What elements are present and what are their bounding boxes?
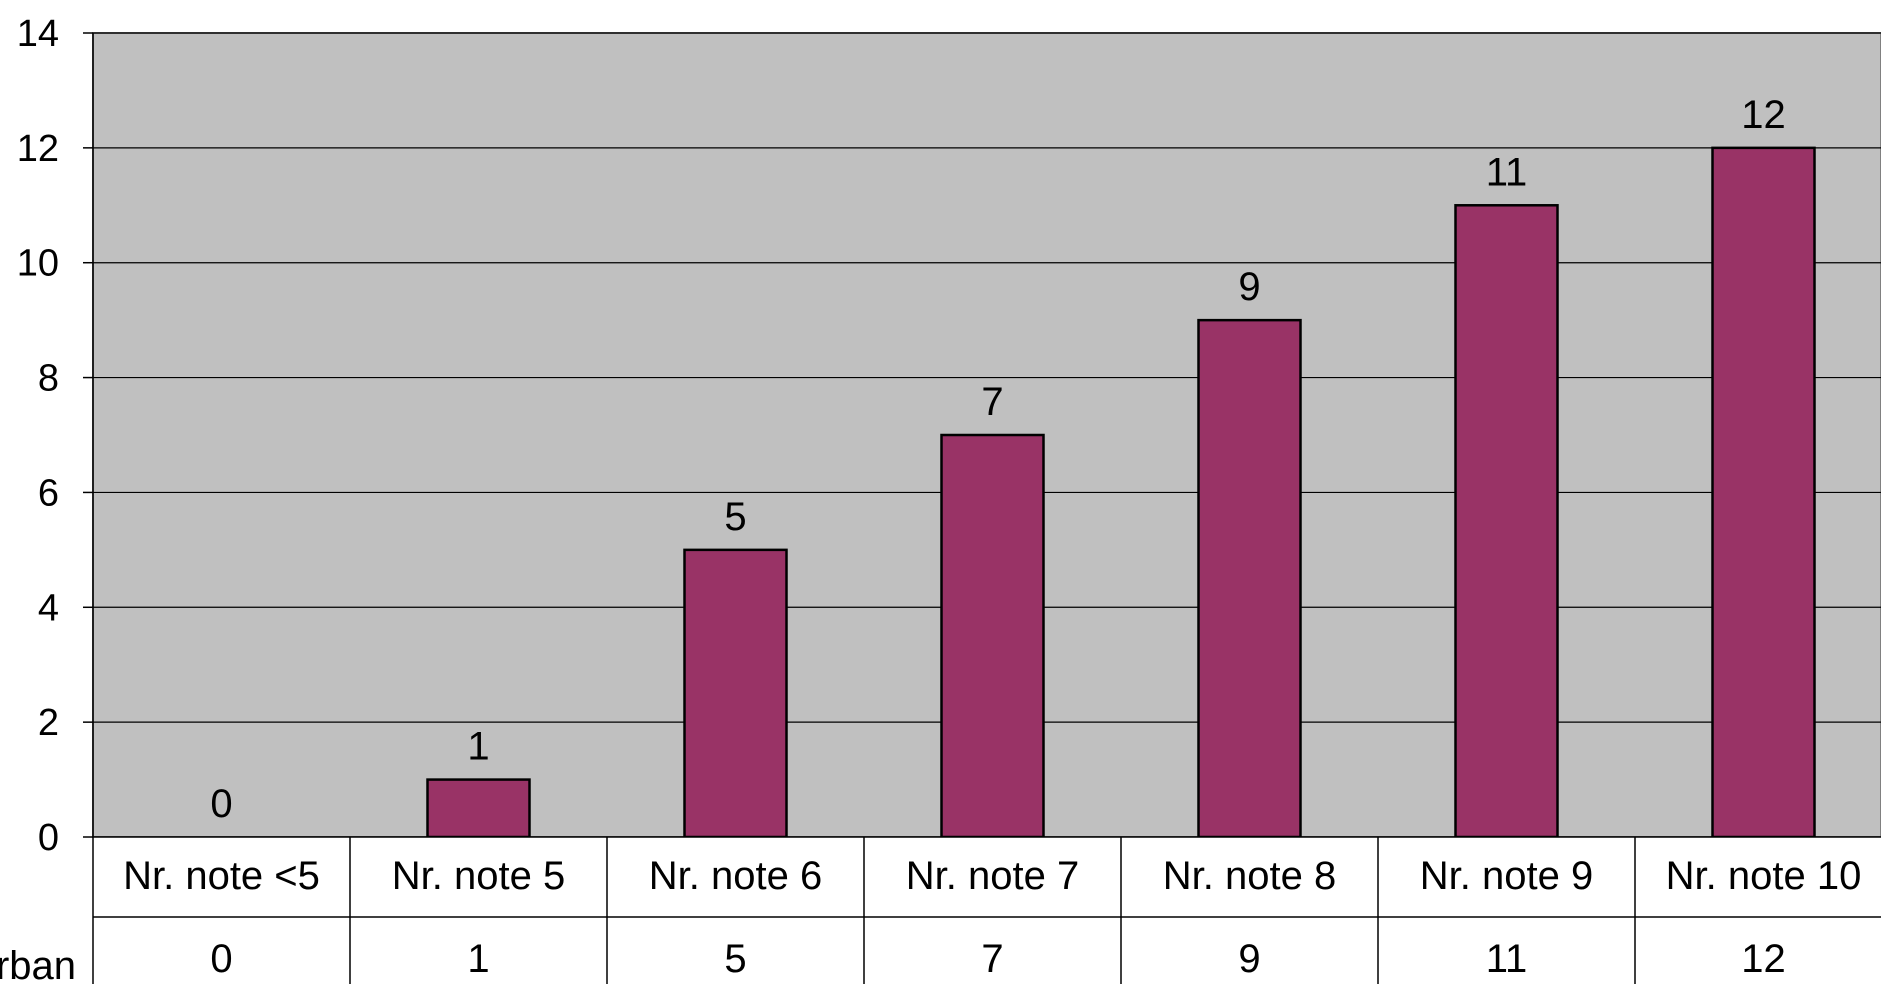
category-label: Nr. note 10 bbox=[1666, 854, 1862, 898]
data-label: 5 bbox=[724, 495, 746, 539]
data-label: 1 bbox=[467, 725, 489, 769]
category-label: Nr. note 5 bbox=[392, 854, 565, 898]
category-label: Nr. note <5 bbox=[123, 854, 320, 898]
data-label: 9 bbox=[1238, 265, 1260, 309]
y-tick-label: 2 bbox=[38, 702, 59, 744]
bar bbox=[683, 548, 788, 839]
y-axis: 0 2 4 6 8 10 12 14 bbox=[17, 13, 94, 859]
bar bbox=[1197, 318, 1302, 839]
category-label: Nr. note 8 bbox=[1163, 854, 1336, 898]
data-table: Nr. note <5 0 Nr. note 5 1 Nr. note 6 5 Nr. no… bbox=[0, 836, 1881, 984]
category-label: Nr. note 6 bbox=[649, 854, 822, 898]
y-tick-label: 6 bbox=[38, 472, 59, 514]
bar bbox=[1454, 204, 1559, 839]
data-label: 12 bbox=[1741, 93, 1786, 137]
category-label: Nr. note 7 bbox=[906, 854, 1079, 898]
bar bbox=[940, 433, 1045, 839]
data-label: 7 bbox=[981, 380, 1003, 424]
table-value: 1 bbox=[467, 937, 489, 981]
y-tick-label: 8 bbox=[38, 358, 59, 400]
data-label: 11 bbox=[1486, 150, 1528, 194]
category-label: Nr. note 9 bbox=[1420, 854, 1593, 898]
y-tick-label: 0 bbox=[38, 817, 59, 859]
bars bbox=[426, 146, 1816, 839]
table-value: 0 bbox=[210, 937, 232, 981]
table-value: 11 bbox=[1486, 937, 1528, 981]
y-tick-label: 4 bbox=[38, 587, 59, 629]
table-value: 7 bbox=[981, 937, 1003, 981]
series-name: rban bbox=[0, 944, 76, 984]
table-value: 12 bbox=[1741, 937, 1786, 981]
table-value: 9 bbox=[1238, 937, 1260, 981]
bar bbox=[1711, 146, 1816, 839]
y-tick-label: 12 bbox=[17, 128, 59, 170]
data-labels: 0 1 5 7 9 11 12 bbox=[210, 93, 1785, 826]
data-label: 0 bbox=[210, 782, 232, 826]
y-tick-label: 14 bbox=[17, 13, 59, 55]
bar bbox=[426, 778, 531, 839]
table-value: 5 bbox=[724, 937, 746, 981]
table-background bbox=[93, 837, 1881, 984]
y-tick-label: 10 bbox=[17, 243, 59, 285]
